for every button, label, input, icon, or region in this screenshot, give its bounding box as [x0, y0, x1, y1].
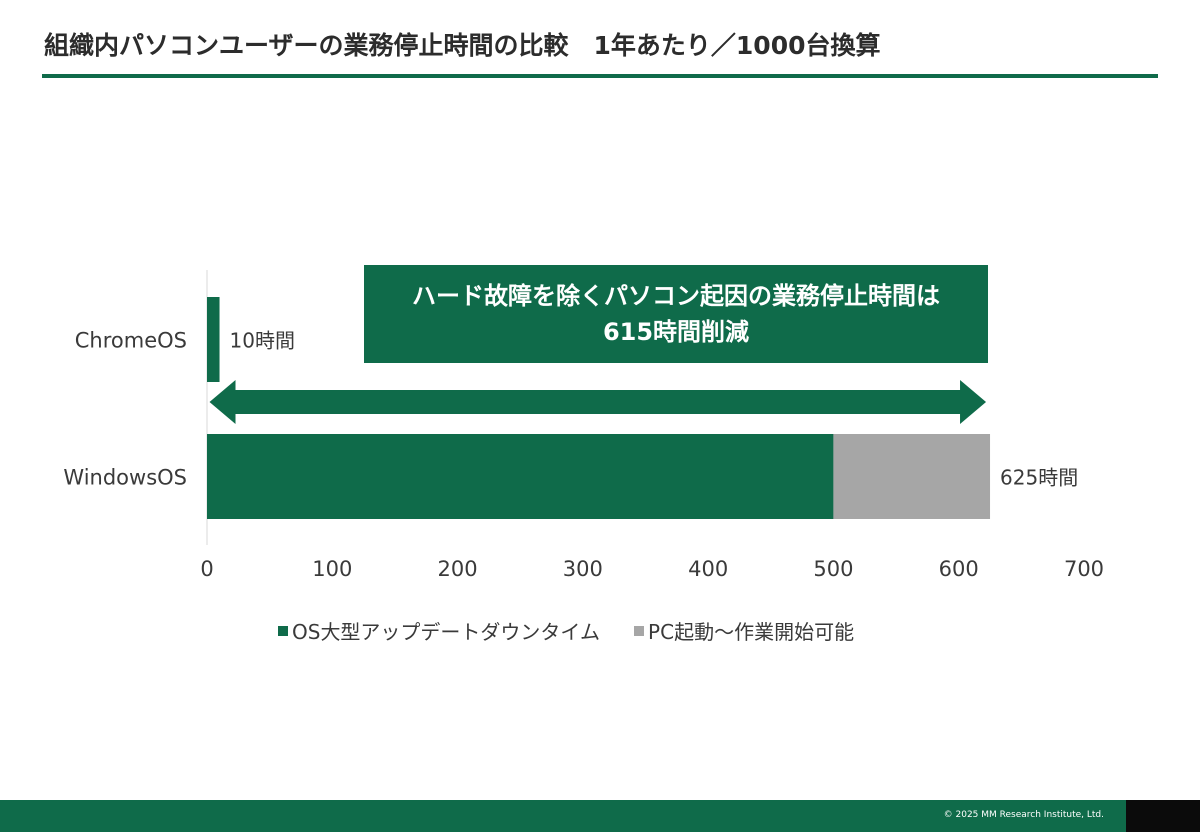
chart-legend: OS大型アップデートダウンタイム PC起動～作業開始可能: [278, 616, 888, 645]
x-tick-label-300: 300: [563, 557, 603, 581]
category-label-windowsos: WindowsOS: [63, 466, 187, 490]
footer-dark-block: [1126, 800, 1200, 832]
legend-swatch-1: [278, 625, 288, 636]
bar-chromeos-series-1: [207, 297, 220, 382]
x-tick-label-500: 500: [813, 557, 853, 581]
legend-label-1: OS大型アップデートダウンタイム: [292, 620, 601, 644]
x-tick-label-700: 700: [1064, 557, 1104, 581]
legend-item-1: OS大型アップデートダウンタイム: [278, 616, 600, 645]
data-label-chromeos: 10時間: [230, 329, 295, 353]
bar-windowsos-series-1: [207, 434, 834, 519]
footer-bar: [0, 800, 1126, 832]
category-label-chromeos: ChromeOS: [75, 329, 187, 353]
copyright-text: © 2025 MM Research Institute, Ltd.: [943, 810, 1104, 820]
bar-windowsos-series-2: [833, 434, 991, 519]
legend-swatch-2: [634, 625, 645, 636]
callout-line-2: 615時間削減: [602, 318, 750, 346]
x-tick-label-100: 100: [312, 557, 352, 581]
title-underline: [42, 74, 1158, 78]
legend-item-2: PC起動～作業開始可能: [634, 616, 854, 645]
x-tick-label-0: 0: [200, 557, 213, 581]
reduction-callout: ハード故障を除くパソコン起因の業務停止時間は 615時間削減: [364, 265, 988, 363]
difference-arrow: [209, 380, 987, 424]
x-tick-label-400: 400: [688, 557, 728, 581]
stacked-bar-chart: ChromeOS WindowsOS 10時間 625時間 0 100 200 300 400 5…: [63, 270, 1104, 581]
x-tick-label-200: 200: [438, 557, 478, 581]
x-tick-label-600: 600: [939, 557, 979, 581]
legend-label-2: PC起動～作業開始可能: [648, 620, 855, 644]
page-title: 組織内パソコンユーザーの業務停止時間の比較 1年あたり／1000台換算: [44, 31, 881, 60]
callout-line-1: ハード故障を除くパソコン起因の業務停止時間は: [412, 282, 940, 310]
data-label-windowsos: 625時間: [1000, 466, 1078, 490]
